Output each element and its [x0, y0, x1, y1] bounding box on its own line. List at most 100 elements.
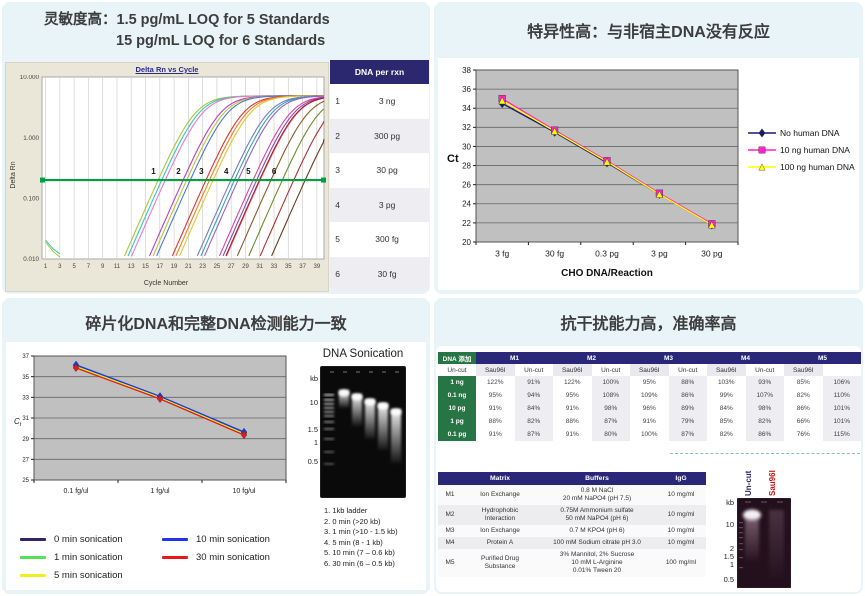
- sonication-title: 碎片化DNA和完整DNA检测能力一致: [85, 316, 347, 333]
- legend-swatch: [20, 555, 46, 559]
- svg-text:6: 6: [272, 167, 277, 176]
- recovery-subheader-cell: Sau96I: [630, 364, 669, 376]
- sensitivity-panel: 灵敏度高：1.5 pg/mL LOQ for 5 Standards 15 pg…: [2, 2, 430, 294]
- svg-text:3 pg: 3 pg: [651, 249, 668, 259]
- matrix-data-row: M3 Ion Exchange 0.7 M KPO4 (pH 6) 10 mg/ml: [438, 525, 706, 537]
- recovery-header-row: DNA 添加 M1 M2 M3 M4 M5: [438, 352, 861, 364]
- svg-text:2: 2: [176, 167, 181, 176]
- legend-swatch: [20, 573, 46, 577]
- recovery-value-cell: 91%: [642, 418, 656, 425]
- dna-rxn-row: 5 300 fg: [330, 222, 429, 257]
- legend-item: No human DNA: [747, 124, 855, 141]
- svg-text:30 fg: 30 fg: [545, 249, 564, 259]
- matrix-igg-cell: 10 mg/ml: [656, 505, 706, 525]
- recovery-value-cell: 88%: [668, 376, 707, 389]
- recovery-value-cell: 101%: [822, 415, 861, 428]
- dna-rxn-cell: 3: [335, 165, 340, 176]
- sonication-gel-image: kb 10 1.5 1 0.5: [298, 366, 428, 498]
- legend-label: 1 min sonication: [54, 551, 123, 563]
- svg-text:27: 27: [228, 264, 235, 270]
- svg-text:Cycle Number: Cycle Number: [144, 280, 189, 287]
- recovery-subheader-cell: Un-cut: [438, 364, 476, 376]
- legend-swatch: [20, 537, 46, 541]
- svg-text:31: 31: [256, 264, 263, 270]
- matrix-id-cell: M4: [438, 537, 462, 549]
- recovery-value-cell: 86%: [796, 405, 810, 412]
- matrix-header-cell: Buffers: [538, 472, 656, 485]
- svg-text:30 pg: 30 pg: [701, 249, 723, 259]
- recovery-value-cell: 100%: [640, 431, 658, 438]
- recovery-value-cell: 95%: [642, 379, 656, 386]
- recovery-subheader-row: Un-cut Sau96I Un-cut Sau96I Un-cut Sau96I Un-c…: [438, 364, 861, 376]
- recovery-value-cell: 79%: [668, 415, 707, 428]
- kb-marker: 10: [725, 520, 734, 529]
- kb-unit-label: kb: [726, 498, 734, 507]
- kb-marker: 10: [309, 398, 318, 407]
- recovery-group-header: M4: [707, 352, 784, 364]
- recovery-value-cell: 98%: [745, 402, 784, 415]
- dna-rxn-cell: 4: [330, 187, 346, 222]
- specificity-panel: 特异性高：与非宿主DNA没有反应 20 22 24 26 28 30 32 34 36 38 3 f…: [434, 2, 863, 294]
- specificity-title: 特异性高：与非宿主DNA没有反应: [527, 24, 770, 41]
- dna-rxn-cell: 30 pg: [376, 165, 398, 176]
- svg-text:7: 7: [87, 264, 91, 270]
- recovery-value-cell: 109%: [640, 392, 658, 399]
- dna-per-rxn-table: DNA per rxn 1 3 ng 2 300 pg 3 30 pg 4 3 pg 5 300 …: [330, 60, 429, 291]
- gel-caption-line: 2. 0 min (>20 kb): [324, 516, 381, 526]
- legend-label: 100 ng human DNA: [780, 161, 855, 172]
- svg-text:21: 21: [185, 264, 192, 270]
- matrix-table: Matrix Buffers IgG M1 Ion Exchange 0.8 M NaCl…: [438, 472, 706, 577]
- uncut-lane-label: Un-cut: [744, 470, 753, 496]
- recovery-value-cell: 91%: [488, 431, 502, 438]
- matrix-data-row: M4 Protein A 100 mM Sodium citrate pH 3.0 1…: [438, 537, 706, 549]
- kb-marker: 1.5: [723, 552, 734, 561]
- matrix-id-cell: M3: [438, 525, 462, 537]
- svg-text:15: 15: [142, 264, 149, 270]
- svg-text:25: 25: [22, 478, 29, 484]
- recovery-value-cell: 82%: [514, 415, 553, 428]
- sonication-gel-title: DNA Sonication: [322, 348, 404, 360]
- recovery-value-cell: 99%: [719, 392, 733, 399]
- recovery-data-row: 10 pg 91% 84% 91% 98% 96% 89% 84% 98% 86% 101%: [438, 402, 861, 415]
- recovery-row-label: 0.1 pg: [438, 428, 476, 441]
- svg-text:1: 1: [151, 167, 156, 176]
- specificity-chart-svg: 20 22 24 26 28 30 32 34 36 38 3 fg 30 fg 0.3 pg 3 pg 3…: [447, 66, 739, 279]
- recovery-value-cell: 88%: [565, 418, 579, 425]
- svg-text:Ct: Ct: [447, 153, 459, 165]
- svg-text:1.000: 1.000: [23, 135, 39, 142]
- sonication-chart-svg: 25 27 29 31 33 35 37 0.1 fg/ul 1 fg/ul 10 fg/ul Ct: [14, 354, 287, 495]
- svg-text:10.000: 10.000: [20, 75, 40, 81]
- recovery-value-cell: 86%: [745, 428, 784, 441]
- svg-text:32: 32: [462, 123, 471, 132]
- svg-text:35: 35: [22, 375, 29, 381]
- recovery-value-cell: 95%: [488, 392, 502, 399]
- legend-label: 10 ng human DNA: [780, 144, 850, 155]
- matrix-igg-cell: 10 mg/ml: [656, 537, 706, 549]
- recovery-data-row: 0.1 pg 91% 87% 91% 80% 100% 87% 82% 86% 76% 115%: [438, 428, 861, 441]
- matrix-header-row: Matrix Buffers IgG: [438, 472, 706, 485]
- dna-rxn-cell: 3 pg: [345, 187, 429, 222]
- recovery-value-cell: 108%: [591, 389, 630, 402]
- recovery-subheader-cell: Sau96I: [784, 364, 823, 376]
- svg-text:9: 9: [101, 264, 105, 270]
- recovery-value-cell: 94%: [514, 389, 553, 402]
- recovery-value-cell: 82%: [719, 431, 733, 438]
- svg-text:36: 36: [462, 85, 471, 94]
- matrix-name-cell: Hydrophobic Interaction: [462, 505, 538, 525]
- svg-text:5: 5: [246, 167, 251, 176]
- svg-text:39: 39: [314, 264, 321, 270]
- matrix-igg-cell: 100 mg/ml: [656, 549, 706, 577]
- amplification-chart-title: Delta Rn vs Cycle: [135, 65, 199, 74]
- svg-text:Ct: Ct: [14, 417, 22, 428]
- recovery-subheader-cell: Un-cut: [745, 364, 784, 376]
- dna-rxn-row: 3 30 pg: [330, 153, 429, 188]
- digest-gel-svg: [737, 498, 791, 588]
- gel-caption-line: 6. 30 min (6 – 0.5 kb): [324, 558, 395, 568]
- svg-text:3: 3: [199, 167, 204, 176]
- matrix-igg-cell: 10 mg/ml: [656, 485, 706, 505]
- recovery-subheader-cell: Un-cut: [514, 364, 553, 376]
- svg-text:25: 25: [214, 264, 221, 270]
- dna-rxn-cell: 3 ng: [378, 96, 396, 107]
- svg-text:Delta Rn: Delta Rn: [10, 161, 17, 188]
- svg-text:38: 38: [462, 66, 471, 75]
